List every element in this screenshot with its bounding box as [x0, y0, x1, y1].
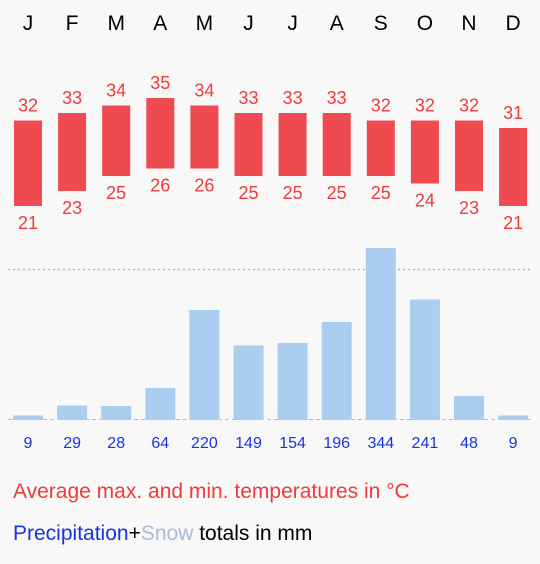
temp-range-bar: [410, 120, 439, 184]
precipitation-value-label: 196: [323, 435, 350, 452]
month-label: J: [287, 12, 298, 35]
precipitation-legend: Precipitation+Snow totals in mm: [13, 522, 312, 546]
precipitation-bar: [498, 415, 529, 420]
temp-max-label: 32: [371, 96, 391, 116]
precipitation-value-label: 64: [151, 435, 169, 452]
temp-max-label: 34: [194, 81, 214, 101]
temp-min-label: 26: [194, 176, 214, 196]
temp-range-bar: [322, 113, 351, 176]
temp-max-label: 33: [283, 88, 303, 108]
temp-range-bar: [499, 128, 528, 206]
temp-range-bar: [14, 120, 42, 206]
precipitation-bar: [145, 388, 176, 420]
temp-range-bar: [366, 120, 395, 176]
precipitation-bar: [321, 322, 352, 420]
precipitation-bar: [409, 299, 440, 420]
legend-totals: totals in mm: [193, 522, 313, 545]
temp-min-label: 25: [283, 183, 303, 203]
month-label: J: [243, 12, 254, 35]
precipitation-value-label: 29: [63, 435, 81, 452]
temp-max-label: 31: [503, 103, 523, 123]
precipitation-value-label: 344: [367, 435, 394, 452]
temp-range-bar: [278, 113, 307, 176]
temp-min-label: 21: [18, 213, 38, 233]
month-label: F: [66, 12, 79, 35]
temp-range-bar: [102, 105, 131, 176]
precipitation-bar: [57, 405, 88, 420]
precipitation-value-label: 9: [509, 435, 518, 452]
temp-max-label: 32: [415, 96, 435, 116]
precipitation-value-label: 149: [235, 435, 262, 452]
precipitation-value-label: 241: [412, 435, 439, 452]
precipitation-value-label: 28: [107, 435, 125, 452]
precipitation-value-label: 48: [460, 435, 478, 452]
temp-min-label: 25: [238, 183, 258, 203]
temp-max-label: 32: [18, 96, 38, 116]
precipitation-bar: [13, 415, 43, 420]
temp-max-label: 32: [459, 96, 479, 116]
temp-range-bar: [146, 98, 175, 169]
temp-min-label: 25: [371, 183, 391, 203]
temp-max-label: 33: [238, 88, 258, 108]
temperature-legend: Average max. and min. temperatures in °C: [13, 480, 410, 503]
temp-max-label: 33: [327, 88, 347, 108]
temp-min-label: 24: [415, 191, 435, 211]
temp-min-label: 21: [503, 213, 523, 233]
legend-plus: +: [128, 522, 141, 545]
temp-range-bar: [455, 120, 483, 191]
month-label: M: [107, 12, 125, 35]
month-label: M: [196, 12, 214, 35]
precipitation-bar: [189, 310, 220, 420]
month-label: D: [506, 12, 521, 35]
month-label: S: [374, 12, 388, 35]
climate-chart: J F M A M J J A S O N D 32 21 33 23 34 25 35 26 34 26 33 25 33 25…: [8, 12, 530, 452]
temp-min-label: 26: [150, 176, 170, 196]
precipitation-bar: [454, 396, 484, 420]
temp-max-label: 33: [62, 88, 82, 108]
month-label: A: [153, 12, 167, 35]
temp-range-bar: [58, 113, 87, 191]
month-label: O: [417, 12, 433, 35]
temp-min-label: 25: [106, 183, 126, 203]
precipitation-value-label: 9: [24, 435, 33, 452]
month-label: A: [330, 12, 344, 35]
temp-range-bar: [190, 105, 219, 169]
temp-max-label: 35: [150, 73, 170, 93]
month-label: N: [461, 12, 476, 35]
temp-min-label: 23: [459, 198, 479, 218]
temp-max-label: 34: [106, 81, 126, 101]
month-label: J: [23, 12, 34, 35]
snow-legend-label: Snow: [140, 522, 194, 545]
precipitation-bar: [233, 345, 264, 420]
temp-min-label: 25: [327, 183, 347, 203]
precipitation-bar: [101, 406, 132, 420]
precipitation-value-label: 154: [279, 435, 306, 452]
temp-min-label: 23: [62, 198, 82, 218]
precipitation-bar: [365, 248, 396, 420]
precipitation-value-label: 220: [191, 435, 218, 452]
temp-range-bar: [234, 113, 263, 176]
precipitation-bar: [277, 343, 308, 420]
precipitation-legend-label: Precipitation: [13, 522, 129, 545]
